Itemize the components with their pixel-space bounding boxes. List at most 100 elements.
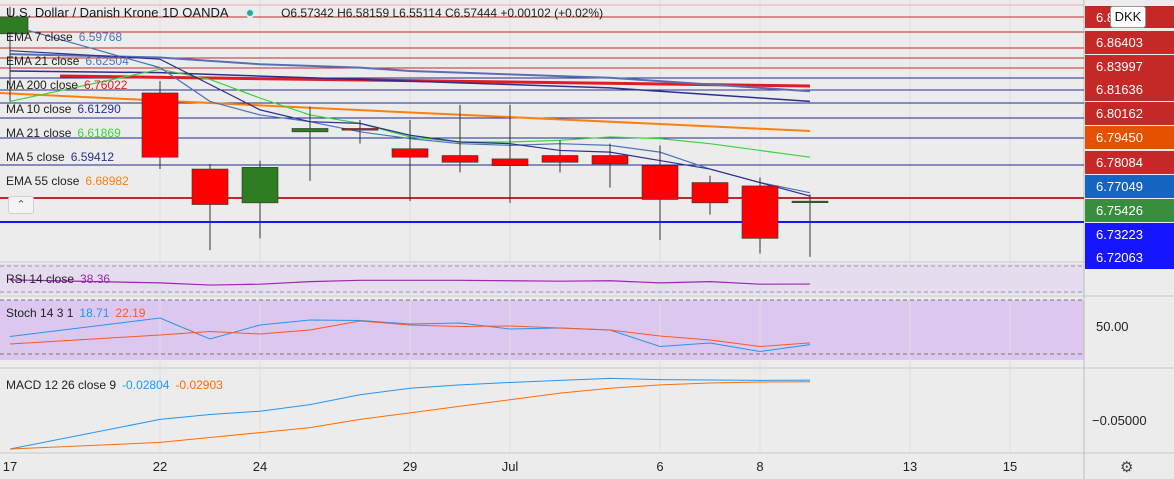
candle-body	[191, 168, 229, 205]
candle-body	[791, 200, 829, 203]
indicator-name: MA 10 close	[6, 102, 72, 116]
x-axis-tick-label: 17	[3, 459, 17, 474]
rsi-line	[9, 279, 811, 286]
pane-legend-value: 38.36	[80, 272, 111, 286]
ohlc-readout: O6.57342 H6.58159 L6.55114 C6.57444 +0.0…	[281, 6, 604, 20]
candle-body	[0, 16, 29, 35]
price-axis-label: 6.79450	[1085, 126, 1174, 149]
stoch-pane-band	[0, 300, 1084, 360]
indicator-panes	[0, 265, 1084, 450]
price-axis-label: 6.80162	[1085, 102, 1174, 125]
ma10-line	[9, 70, 811, 103]
indicator-name: MA 200 close	[6, 78, 79, 92]
candle-body	[441, 155, 479, 163]
price-label-bg	[1085, 31, 1174, 54]
stoch-d-line	[9, 320, 811, 348]
candle-body	[691, 182, 729, 204]
x-axis-tick-label: Jul	[502, 459, 519, 474]
price-axis-label: 6.86403	[1085, 31, 1174, 54]
macd-axis-label: −0.05000	[1092, 413, 1147, 428]
price-label-bg	[1085, 223, 1174, 246]
pane-legend[interactable]: Stoch 14 3 1 18.71 22.19	[6, 306, 145, 320]
price-label-text: 6.78084	[1096, 155, 1143, 170]
indicator-value: 6.76022	[84, 78, 128, 92]
candle	[741, 177, 779, 254]
indicator-name: MA 21 close	[6, 126, 72, 140]
candle-body	[241, 167, 279, 204]
pane-legend-label: RSI 14 close	[6, 272, 75, 286]
symbol-title[interactable]: U.S. Dollar / Danish Krone 1D OANDA	[6, 5, 228, 20]
collapse-legend-button[interactable]: ⌃	[8, 196, 34, 214]
stoch-k-line	[9, 317, 811, 353]
ema55-line	[0, 92, 811, 132]
candle-body	[491, 158, 529, 166]
indicator-legend-item[interactable]: MA 5 close 6.59412	[6, 150, 114, 164]
chevron-up-icon: ⌃	[16, 199, 26, 211]
pane-legend[interactable]: RSI 14 close 38.36	[6, 272, 110, 286]
candle-body	[391, 148, 429, 158]
candle-body	[541, 155, 579, 163]
price-label-text: 6.72063	[1096, 250, 1143, 265]
indicator-legend-item[interactable]: MA 21 close 6.61869	[6, 126, 121, 140]
candle	[291, 106, 329, 181]
candle-body	[141, 92, 179, 158]
price-axis-label: 6.73223	[1085, 223, 1174, 246]
indicator-legend-item[interactable]: MA 200 close 6.76022	[6, 78, 127, 92]
pane-legend-label: Stoch 14 3 1	[6, 306, 74, 320]
price-axis-label: 6.75426	[1085, 199, 1174, 222]
pane-legend[interactable]: MACD 12 26 close 9 -0.02804 -0.02903	[6, 378, 223, 392]
candle	[691, 175, 729, 215]
price-axis-label: 6.72063	[1085, 246, 1174, 269]
macd-signal-line	[9, 381, 811, 450]
indicator-legend-item[interactable]: EMA 55 close 6.68982	[6, 174, 129, 188]
candle	[441, 104, 479, 173]
pane-legend-value: 18.71	[79, 306, 110, 320]
indicator-legend-item[interactable]: EMA 21 close 6.62504	[6, 54, 129, 68]
candle-body	[341, 128, 379, 131]
candle-body	[741, 185, 779, 239]
price-label-bg	[1085, 78, 1174, 101]
price-label-text: 6.81636	[1096, 82, 1143, 97]
currency-label[interactable]: DKK	[1110, 6, 1146, 28]
x-axis-tick-label: 8	[756, 459, 763, 474]
gear-icon[interactable]: ⚙	[1120, 459, 1134, 476]
candle	[391, 120, 429, 202]
indicator-name: MA 5 close	[6, 150, 65, 164]
indicator-name: EMA 21 close	[6, 54, 80, 68]
indicator-value: 6.59412	[70, 150, 115, 164]
candle-body	[641, 165, 679, 200]
indicator-name: EMA 7 close	[6, 30, 73, 44]
x-axis-tick-label: 15	[1003, 459, 1017, 474]
candle	[791, 194, 829, 257]
candle	[141, 81, 179, 170]
indicator-legend-item[interactable]: EMA 7 close 6.59768	[6, 30, 122, 44]
price-label-text: 6.75426	[1096, 203, 1143, 218]
candlestick-series[interactable]	[0, 6, 829, 257]
horizontal-level-lines	[0, 4, 1084, 223]
price-label-bg	[1085, 151, 1174, 174]
chart-header: U.S. Dollar / Danish Krone 1D OANDA O6.5…	[6, 5, 603, 20]
price-label-bg	[1085, 126, 1174, 149]
ema21-line	[9, 53, 811, 93]
indicator-name: EMA 55 close	[6, 174, 80, 188]
ma200-line	[59, 74, 811, 88]
market-status-icon	[245, 8, 256, 18]
price-label-bg	[1085, 199, 1174, 222]
price-label-text: 6.8	[1096, 10, 1114, 25]
price-axis-label: 6.77049	[1085, 175, 1174, 198]
indicator-legend-item[interactable]: MA 10 close 6.61290	[6, 102, 121, 116]
candle-body	[291, 128, 329, 133]
indicator-value: 6.68982	[85, 174, 129, 188]
pane-legend-value: -0.02903	[175, 378, 223, 392]
candle	[591, 143, 629, 188]
price-label-bg	[1085, 102, 1174, 125]
x-axis-tick-label: 29	[403, 459, 417, 474]
pane-legend-value: 22.19	[115, 306, 146, 320]
price-label-bg	[1085, 55, 1174, 78]
rsi-pane-band	[0, 264, 1084, 294]
candle	[541, 140, 579, 173]
stoch-axis-label: 50.00	[1096, 319, 1129, 334]
